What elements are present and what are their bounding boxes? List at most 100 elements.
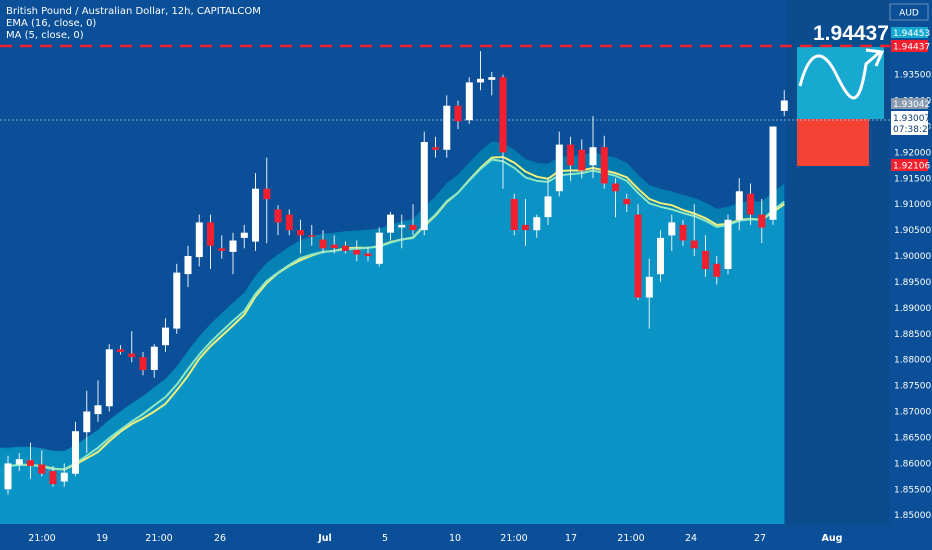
time-tick-label: 21:00 [500, 533, 527, 544]
bull-candle [589, 147, 597, 166]
time-tick-label: 21:00 [145, 533, 172, 544]
bear-candle [499, 77, 507, 153]
bull-candle [465, 82, 473, 121]
bear-candle [128, 353, 136, 358]
bear-candle [432, 147, 439, 150]
price-tick-label: 1.87500 [894, 382, 931, 392]
bull-candle [105, 349, 113, 407]
bear-candle [263, 188, 271, 200]
bull-candle [387, 214, 394, 233]
bull-candle [443, 105, 451, 150]
bear-candle [274, 209, 282, 223]
time-axis[interactable]: 21:00 19 21:00 26 Jul 5 10 21:00 17 21:00 24 27 Aug [0, 526, 890, 550]
price-tick-label: 1.90000 [894, 252, 931, 262]
bull-candle [398, 224, 406, 228]
bear-candle [510, 199, 518, 231]
currency-label: AUD [899, 9, 919, 19]
ma-area-inner [0, 159, 785, 524]
bull-candle [657, 237, 664, 275]
bull-candle [195, 222, 203, 258]
bull-candle [375, 232, 383, 264]
bull-candle [724, 219, 732, 269]
bull-candle [94, 405, 102, 415]
bear-candle [38, 464, 46, 474]
bull-candle [533, 217, 541, 231]
bull-candle [173, 272, 181, 329]
bull-candle [735, 191, 743, 220]
current-tag-value: 1.93007 [893, 114, 930, 124]
ema-indicator-label[interactable]: EMA (16, close, 0) [6, 18, 97, 29]
price-tags: AUD 1.94453 1.94437 1.93042 1.93007 07:3… [889, 3, 932, 172]
bull-candle [83, 411, 91, 433]
bear-candle [578, 149, 586, 171]
stop-tag [891, 159, 928, 171]
projection-arrow-path [798, 50, 881, 100]
bull-candle [780, 100, 788, 111]
ma-indicator-label[interactable]: MA (5, close, 0) [6, 30, 84, 41]
countdown-value: 07:38:20 [893, 125, 932, 135]
bear-candle [713, 263, 721, 277]
bear-candle [207, 222, 214, 246]
bear-candle [623, 199, 631, 205]
bear-candle [758, 214, 766, 228]
bear-candle [330, 244, 338, 249]
bear-candle [454, 105, 462, 122]
bear-candle [49, 471, 57, 485]
time-tick-label: 19 [96, 533, 108, 544]
target-tag-value: 1.94437 [893, 43, 930, 53]
bull-candle [645, 276, 653, 298]
current-tag [891, 111, 928, 135]
time-tick-label: 24 [685, 533, 697, 544]
upper-tag-value: 1.93042 [893, 100, 930, 110]
time-tick-label: 21:00 [617, 533, 644, 544]
price-axis-background [890, 0, 932, 550]
upper-tag [891, 98, 928, 109]
bear-candle [702, 250, 709, 269]
time-tick-label: 5 [382, 533, 388, 544]
bear-candle [690, 240, 698, 249]
price-tick-label: 1.91500 [894, 174, 931, 184]
ema-tag-value: 1.94453 [893, 29, 930, 39]
bull-candle [184, 256, 192, 275]
price-tick-label: 1.92000 [894, 148, 931, 158]
target-projection [797, 47, 885, 166]
bear-candle [342, 245, 349, 251]
candles [4, 51, 788, 495]
bear-candle [567, 144, 574, 166]
price-tick-label: 1.87000 [894, 408, 931, 418]
bull-candle [477, 78, 484, 83]
time-tick-label: 17 [565, 533, 577, 544]
bull-candle [252, 188, 259, 242]
time-tick-label: 21:00 [28, 533, 55, 544]
stop-tag-value: 1.92106 [893, 162, 930, 172]
bear-candle [308, 235, 316, 237]
currency-box[interactable] [889, 3, 929, 21]
bear-candle [679, 224, 687, 241]
price-axis[interactable]: 1.935001.930001.925001.920001.915001.910… [890, 0, 932, 550]
symbol-title[interactable]: British Pound / Australian Dollar, 12h, … [6, 6, 261, 17]
bear-candle [747, 193, 754, 215]
bear-candle [409, 224, 417, 231]
ema-tag [891, 27, 928, 38]
bull-candle [420, 142, 428, 231]
bear-candle [285, 214, 293, 231]
bear-candle [353, 249, 361, 255]
bull-candle [668, 222, 676, 236]
chart-legend: British Pound / Australian Dollar, 12h, … [6, 6, 261, 42]
bull-candle [72, 431, 79, 474]
bull-candle [60, 472, 68, 482]
arrow-head-icon [865, 48, 885, 67]
time-tick-label: 26 [214, 533, 226, 544]
price-tick-label: 1.85500 [894, 485, 931, 495]
price-tick-label: 1.89000 [894, 304, 931, 314]
bull-candle [162, 327, 169, 346]
bear-candle [364, 253, 372, 256]
price-tick-label: 1.86000 [894, 459, 931, 469]
bull-candle [229, 240, 237, 252]
ma-area-fill [0, 141, 785, 524]
time-tick-label: Aug [822, 533, 843, 544]
price-tick-label: 1.85000 [894, 511, 931, 521]
time-tick-label: 27 [754, 533, 766, 544]
